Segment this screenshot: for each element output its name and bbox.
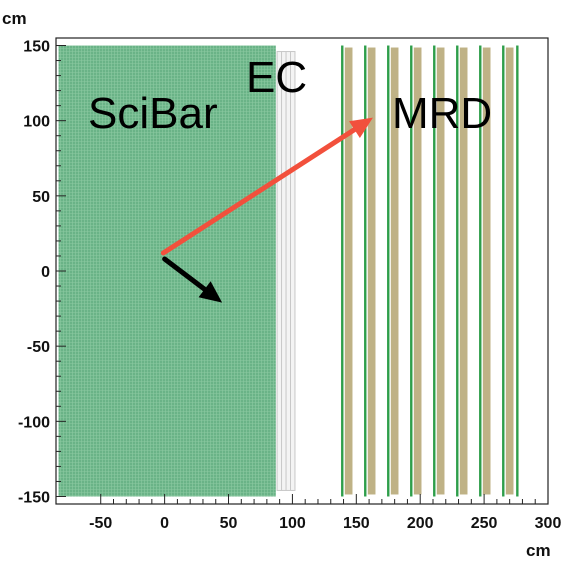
x-axis-unit: cm — [526, 541, 551, 558]
muon-track-arrowhead — [349, 117, 373, 139]
mrd-iron-plane — [390, 47, 399, 495]
y-tick-label: -100 — [18, 414, 50, 431]
x-tick-label: 0 — [160, 515, 169, 532]
y-tick-label: 50 — [32, 189, 50, 206]
mrd-iron-plane — [482, 47, 491, 495]
muon-track — [160, 127, 357, 256]
x-tick-label: 50 — [220, 515, 238, 532]
y-axis-unit: cm — [2, 9, 27, 28]
mrd-label: MRD — [392, 89, 492, 138]
scibar-detector — [58, 45, 276, 497]
mrd-scintillator-plane — [433, 45, 436, 497]
y-tick-label: 150 — [23, 39, 50, 56]
scibar-label: SciBar — [88, 89, 218, 138]
mrd-iron-plane — [459, 47, 468, 495]
y-tick-label: -50 — [27, 339, 50, 356]
mrd-scintillator-plane — [479, 45, 482, 497]
x-tick-label: 200 — [407, 515, 434, 532]
x-tick-label: 300 — [535, 515, 562, 532]
y-tick-label: 100 — [23, 114, 50, 131]
mrd-iron-plane — [436, 47, 445, 495]
mrd-scintillator-plane — [456, 45, 459, 497]
mrd-scintillator-plane — [410, 45, 413, 497]
mrd-scintillator-plane — [387, 45, 390, 497]
ec-detector — [276, 51, 296, 491]
y-tick-label: -150 — [18, 489, 50, 506]
mrd-detector — [341, 45, 519, 497]
x-tick-label: -50 — [89, 515, 112, 532]
scibar-block — [58, 45, 276, 497]
proton-track — [162, 256, 208, 292]
mrd-iron-plane — [367, 47, 376, 495]
mrd-scintillator-plane — [341, 45, 344, 497]
axes: -50 0 50 100 150 200 250 300 150 100 50 0 -50 -100 -15… — [18, 39, 561, 532]
mrd-iron-plane — [413, 47, 422, 495]
x-tick-label: 100 — [279, 515, 306, 532]
tracks — [160, 117, 373, 303]
mrd-scintillator-plane — [516, 45, 519, 497]
mrd-iron-plane — [344, 47, 353, 495]
x-tick-label: 150 — [343, 515, 370, 532]
mrd-scintillator-plane — [502, 45, 505, 497]
mrd-iron-plane — [505, 47, 514, 495]
y-tick-label: 0 — [41, 264, 50, 281]
mrd-scintillator-plane — [364, 45, 367, 497]
proton-track-arrowhead — [198, 281, 223, 303]
x-tick-label: 250 — [471, 515, 498, 532]
ec-label: EC — [246, 53, 307, 102]
